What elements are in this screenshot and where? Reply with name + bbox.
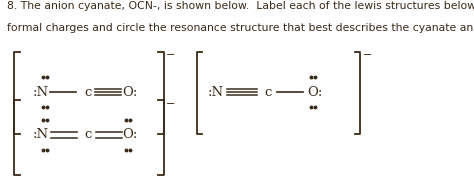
Text: O:: O: <box>123 86 138 99</box>
Text: O:: O: <box>308 86 323 99</box>
Text: c: c <box>84 128 91 141</box>
Text: 8. The anion cyanate, OCN-, is shown below.  Label each of the lewis structures : 8. The anion cyanate, OCN-, is shown bel… <box>7 1 474 11</box>
Text: c: c <box>84 86 91 99</box>
Text: :N: :N <box>32 86 48 99</box>
Text: formal charges and circle the resonance structure that best describes the cyanat: formal charges and circle the resonance … <box>7 23 474 33</box>
Text: −: − <box>166 50 175 60</box>
Text: :N: :N <box>208 86 224 99</box>
Text: −: − <box>363 50 372 60</box>
Text: −: − <box>166 99 175 109</box>
Text: :N: :N <box>32 128 48 141</box>
Text: c: c <box>264 86 272 99</box>
Text: O:: O: <box>123 128 138 141</box>
